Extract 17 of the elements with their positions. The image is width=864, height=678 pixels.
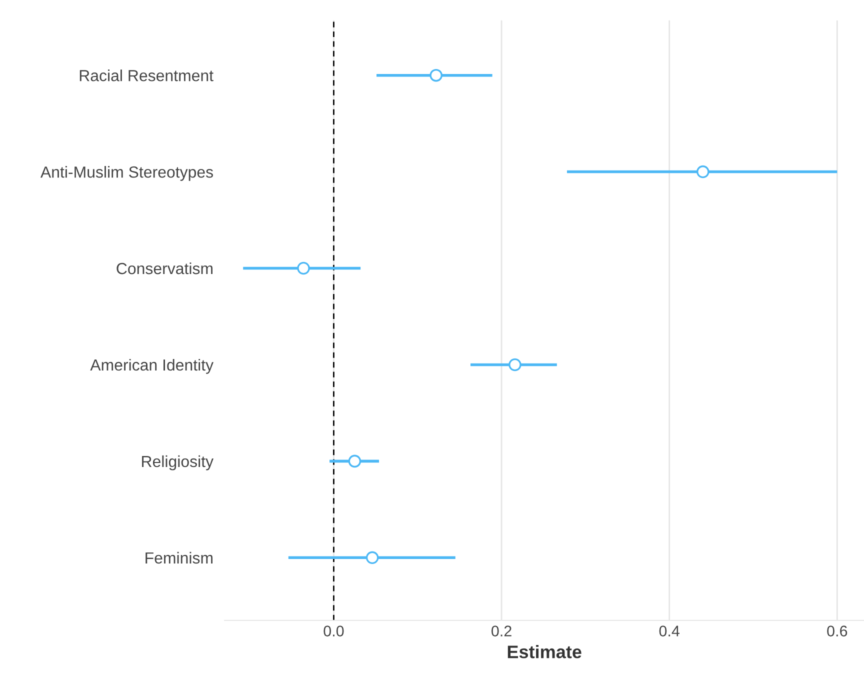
point	[297, 262, 310, 275]
x-tick-label: 0.2	[492, 626, 512, 636]
y-tick-label: Anti-Muslim Stereotypes	[40, 166, 213, 181]
x-tick-label: 0.0	[324, 626, 344, 636]
y-tick-label: American Identity	[90, 358, 214, 374]
x-tick-label: 0.4	[659, 626, 680, 636]
x-axis-title: Estimate	[508, 645, 582, 658]
point	[430, 68, 442, 82]
point	[348, 454, 362, 468]
point	[366, 551, 379, 564]
point	[696, 165, 710, 178]
y-tick-label: Feminism	[146, 552, 212, 564]
y-tick-label: Racial Resentment	[80, 70, 214, 82]
x-tick-label: 0.6	[827, 626, 848, 636]
y-tick-label: Conservatism	[116, 262, 212, 274]
point	[508, 358, 522, 372]
y-tick-label: Religiosity	[142, 455, 214, 470]
